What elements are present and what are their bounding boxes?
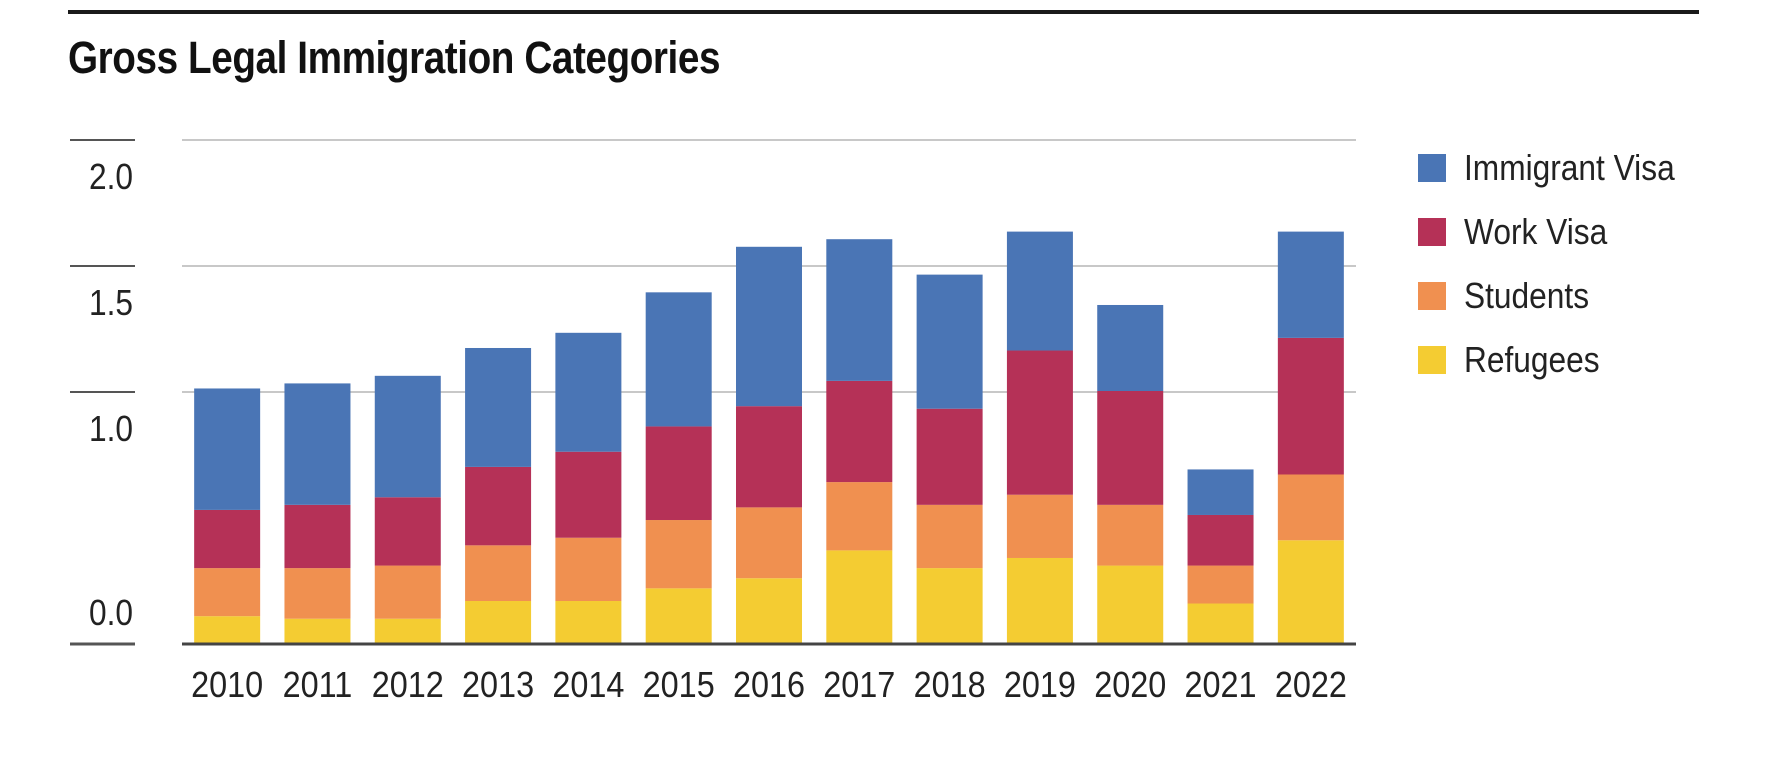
bar-refugees-2015 [645, 588, 712, 644]
legend-item-work-visa: Work Visa [1418, 200, 1703, 264]
bar-students-2020 [1097, 504, 1164, 566]
bar-immigrant-visa-2016 [736, 246, 802, 407]
bar-students-2021 [1187, 565, 1254, 604]
legend-item-refugees: Refugees [1418, 328, 1703, 392]
bar-students-2016 [736, 507, 802, 579]
x-tick-label: 2014 [552, 665, 624, 705]
bar-immigrant-visa-2015 [645, 292, 712, 427]
bar-immigrant-visa-2013 [465, 347, 532, 467]
bar-immigrant-visa-2012 [374, 375, 441, 498]
bar-immigrant-visa-2017 [826, 239, 893, 381]
bar-students-2011 [284, 568, 351, 619]
bar-students-2014 [555, 537, 622, 601]
bar-work-visa-2022 [1277, 337, 1344, 475]
bar-work-visa-2014 [555, 451, 622, 538]
legend-item-students: Students [1418, 264, 1703, 328]
bar-work-visa-2018 [916, 408, 983, 505]
bar-work-visa-2019 [1006, 350, 1073, 495]
legend-label: Refugees [1464, 339, 1600, 380]
bar-refugees-2019 [1006, 557, 1073, 644]
x-tick-label: 2019 [1004, 665, 1076, 705]
bar-immigrant-visa-2011 [284, 383, 351, 505]
bar-refugees-2011 [284, 618, 351, 644]
bar-refugees-2017 [826, 550, 893, 644]
y-tick-label: 1.5 [89, 283, 133, 323]
legend-swatch-refugees [1418, 346, 1446, 374]
bar-refugees-2014 [555, 600, 622, 644]
bar-students-2010 [194, 568, 261, 617]
bar-work-visa-2020 [1097, 391, 1164, 505]
x-tick-label: 2022 [1275, 665, 1347, 705]
bar-refugees-2018 [916, 568, 983, 644]
x-tick-label: 2010 [191, 665, 263, 705]
bar-immigrant-visa-2018 [916, 274, 983, 409]
y-tick-label: 2.0 [89, 157, 133, 197]
bar-immigrant-visa-2010 [194, 388, 261, 510]
bar-refugees-2010 [194, 616, 261, 644]
y-tick-label: 0.0 [89, 593, 133, 633]
x-tick-label: 2018 [914, 665, 986, 705]
bar-students-2015 [645, 520, 712, 589]
bar-immigrant-visa-2019 [1006, 231, 1073, 351]
x-tick-label: 2015 [643, 665, 715, 705]
bar-work-visa-2012 [374, 497, 441, 566]
bar-students-2017 [826, 482, 893, 551]
chart-title: Gross Legal Immigration Categories [68, 32, 721, 83]
x-tick-label: 2016 [733, 665, 805, 705]
legend-label: Immigrant Visa [1464, 147, 1675, 188]
x-tick-label: 2013 [462, 665, 534, 705]
legend-label: Work Visa [1464, 211, 1608, 252]
bar-refugees-2013 [465, 600, 532, 644]
bar-work-visa-2021 [1187, 514, 1254, 566]
bar-work-visa-2010 [194, 509, 261, 569]
bar-refugees-2012 [374, 618, 441, 644]
bar-immigrant-visa-2022 [1277, 231, 1344, 338]
bar-work-visa-2013 [465, 466, 532, 546]
bar-students-2022 [1277, 474, 1344, 541]
bar-refugees-2020 [1097, 565, 1164, 644]
bar-work-visa-2015 [645, 426, 712, 521]
bar-refugees-2022 [1277, 540, 1344, 644]
bar-refugees-2016 [736, 578, 802, 644]
y-tick-label: 1.0 [89, 409, 133, 449]
legend-swatch-immigrant-visa [1418, 154, 1446, 182]
bar-immigrant-visa-2014 [555, 332, 622, 452]
bar-work-visa-2017 [826, 380, 893, 483]
x-tick-label: 2011 [283, 665, 353, 705]
bar-immigrant-visa-2021 [1187, 469, 1254, 515]
bar-students-2012 [374, 565, 441, 619]
x-tick-label: 2012 [372, 665, 444, 705]
x-tick-label: 2021 [1185, 665, 1257, 705]
legend-label: Students [1464, 275, 1590, 316]
top-rule [68, 10, 1699, 14]
x-tick-label: 2020 [1094, 665, 1166, 705]
x-tick-label: 2017 [823, 665, 895, 705]
bar-work-visa-2011 [284, 504, 351, 569]
bar-students-2018 [916, 504, 983, 569]
legend-swatch-students [1418, 282, 1446, 310]
bar-students-2019 [1006, 494, 1073, 558]
legend: Immigrant Visa Work Visa Students Refuge… [1418, 136, 1703, 392]
bar-refugees-2021 [1187, 603, 1254, 644]
bar-immigrant-visa-2020 [1097, 304, 1164, 391]
bar-students-2013 [465, 545, 532, 601]
legend-item-immigrant-visa: Immigrant Visa [1418, 136, 1703, 200]
bar-work-visa-2016 [736, 406, 802, 508]
legend-swatch-work-visa [1418, 218, 1446, 246]
